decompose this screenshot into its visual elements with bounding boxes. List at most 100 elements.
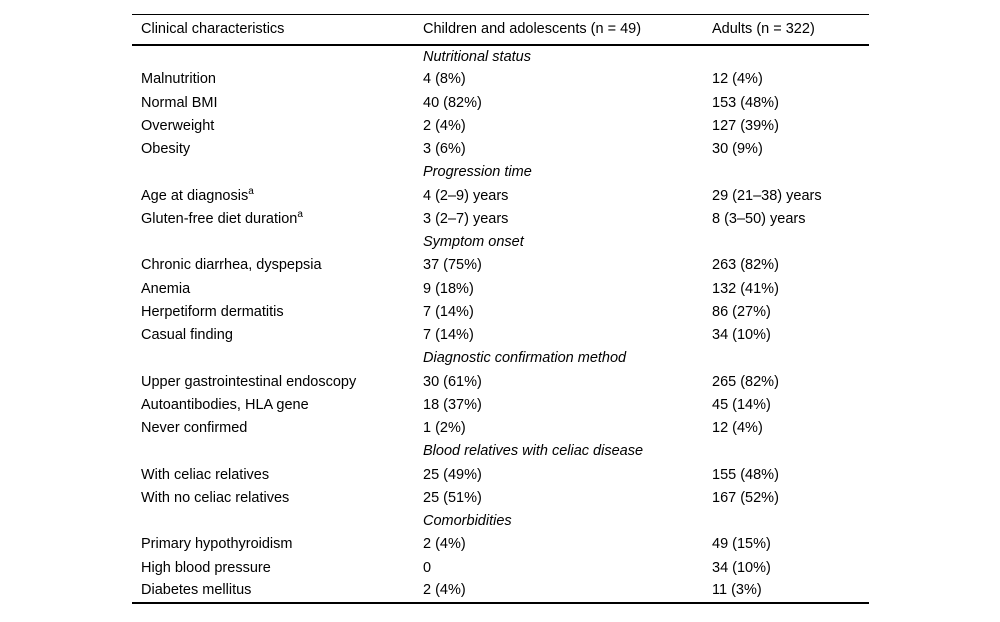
adults-value-cell: 30 (9%) (712, 141, 763, 158)
table-row: Diabetes mellitus 2 (4%) 11 (3%) (132, 579, 869, 602)
row-label-cell: Chronic diarrhea, dyspepsia (132, 254, 423, 277)
children-value-cell: 40 (82%) (423, 94, 482, 111)
table-row: Overweight 2 (4%) 127 (39%) (132, 114, 869, 137)
section-header-row: Comorbidities (132, 510, 869, 533)
row-label: Normal BMI (141, 94, 218, 111)
table-row: Age at diagnosisa 4 (2–9) years 29 (21–38)… (132, 184, 869, 207)
table-row: Never confirmed 1 (2%) 12 (4%) (132, 417, 869, 440)
row-label: With celiac relatives (141, 466, 270, 483)
row-label-cell: Normal BMI (132, 91, 423, 114)
children-value-cell: 3 (6%) (423, 141, 466, 158)
section-header-spacer (132, 231, 423, 254)
section-title: Symptom onset (423, 234, 524, 251)
table-row: Normal BMI 40 (82%) 153 (48%) (132, 91, 869, 114)
footnote-marker: a (297, 209, 303, 221)
section-title: Diagnostic confirmation method (423, 350, 627, 367)
table-header-row: Clinical characteristics Children and ad… (132, 14, 869, 46)
column-header-clinical-characteristics: Clinical characteristics (132, 14, 423, 46)
row-label: Upper gastrointestinal endoscopy (141, 373, 357, 390)
column-header-children-adolescents: Children and adolescents (n = 49) (423, 14, 712, 46)
row-label: Diabetes mellitus (141, 582, 252, 599)
adults-value-cell: 155 (48%) (712, 466, 779, 483)
section-header-row: Diagnostic confirmation method (132, 347, 869, 370)
row-label-cell: Herpetiform dermatitis (132, 300, 423, 323)
section-header-spacer (132, 510, 423, 533)
table-row: Casual finding 7 (14%) 34 (10%) (132, 324, 869, 347)
column-header-adults: Adults (n = 322) (712, 14, 869, 46)
table-row: High blood pressure 0 34 (10%) (132, 556, 869, 579)
table-row: With celiac relatives 25 (49%) 155 (48%) (132, 463, 869, 486)
adults-value-cell: 167 (52%) (712, 489, 779, 506)
row-label-cell: Anemia (132, 277, 423, 300)
section-header-row: Blood relatives with celiac disease (132, 440, 869, 463)
adults-value-cell: 12 (4%) (712, 420, 763, 437)
row-label: Overweight (141, 117, 215, 134)
table-row: Obesity 3 (6%) 30 (9%) (132, 138, 869, 161)
adults-value-cell: 127 (39%) (712, 117, 779, 134)
row-label: Gluten-free diet duration (141, 210, 298, 227)
row-label: Never confirmed (141, 420, 248, 437)
row-label-cell: Overweight (132, 114, 423, 137)
row-label: High blood pressure (141, 559, 271, 576)
row-label: With no celiac relatives (141, 489, 290, 506)
table-row: With no celiac relatives 25 (51%) 167 (52%… (132, 486, 869, 509)
row-label: Obesity (141, 141, 191, 158)
row-label-cell: Malnutrition (132, 68, 423, 91)
adults-value-cell: 29 (21–38) years (712, 187, 822, 204)
table-body: Nutritional status Malnutrition 4 (8%) 12 (… (132, 45, 869, 603)
adults-value-cell: 8 (3–50) years (712, 210, 806, 227)
row-label-cell: Casual finding (132, 324, 423, 347)
adults-value-cell: 263 (82%) (712, 257, 779, 274)
adults-value-cell: 34 (10%) (712, 327, 771, 344)
section-title: Comorbidities (423, 513, 512, 530)
table-row: Chronic diarrhea, dyspepsia 37 (75%) 263 (… (132, 254, 869, 277)
children-value-cell: 2 (4%) (423, 117, 466, 134)
section-header-spacer (132, 440, 423, 463)
table-row: Upper gastrointestinal endoscopy 30 (61%)… (132, 370, 869, 393)
row-label-cell: Diabetes mellitus (132, 579, 423, 602)
section-header-row: Nutritional status (132, 45, 869, 68)
row-label: Anemia (141, 280, 191, 297)
clinical-characteristics-table: Clinical characteristics Children and ad… (132, 14, 869, 604)
adults-value-cell: 132 (41%) (712, 280, 779, 297)
row-label: Malnutrition (141, 71, 216, 88)
row-label-cell: Obesity (132, 138, 423, 161)
section-header-spacer (132, 45, 423, 68)
children-value-cell: 25 (49%) (423, 466, 482, 483)
section-title: Blood relatives with celiac disease (423, 443, 644, 460)
row-label-cell: High blood pressure (132, 556, 423, 579)
children-value-cell: 7 (14%) (423, 303, 474, 320)
section-header-spacer (132, 161, 423, 184)
table-row: Malnutrition 4 (8%) 12 (4%) (132, 68, 869, 91)
row-label: Herpetiform dermatitis (141, 303, 284, 320)
section-header-row: Progression time (132, 161, 869, 184)
section-title: Nutritional status (423, 48, 531, 65)
row-label-cell: Never confirmed (132, 417, 423, 440)
adults-value-cell: 86 (27%) (712, 303, 771, 320)
table-row: Herpetiform dermatitis 7 (14%) 86 (27%) (132, 300, 869, 323)
children-value-cell: 4 (2–9) years (423, 187, 509, 204)
row-label: Autoantibodies, HLA gene (141, 396, 309, 413)
children-value-cell: 7 (14%) (423, 327, 474, 344)
row-label-cell: With celiac relatives (132, 463, 423, 486)
children-value-cell: 4 (8%) (423, 71, 466, 88)
table-row: Primary hypothyroidism 2 (4%) 49 (15%) (132, 533, 869, 556)
row-label-cell: Autoantibodies, HLA gene (132, 393, 423, 416)
row-label: Chronic diarrhea, dyspepsia (141, 257, 322, 274)
table-row: Gluten-free diet durationa 3 (2–7) years 8… (132, 207, 869, 230)
row-label: Casual finding (141, 327, 233, 344)
row-label: Primary hypothyroidism (141, 536, 293, 553)
adults-value-cell: 49 (15%) (712, 536, 771, 553)
children-value-cell: 30 (61%) (423, 373, 482, 390)
children-value-cell: 18 (37%) (423, 396, 482, 413)
children-value-cell: 1 (2%) (423, 420, 466, 437)
section-header-spacer (132, 347, 423, 370)
children-value-cell: 2 (4%) (423, 536, 466, 553)
row-label-cell: With no celiac relatives (132, 486, 423, 509)
row-label: Age at diagnosis (141, 187, 249, 204)
footnote-marker: a (248, 185, 254, 197)
section-title: Progression time (423, 164, 532, 181)
section-header-row: Symptom onset (132, 231, 869, 254)
row-label-cell: Upper gastrointestinal endoscopy (132, 370, 423, 393)
children-value-cell: 3 (2–7) years (423, 210, 509, 227)
